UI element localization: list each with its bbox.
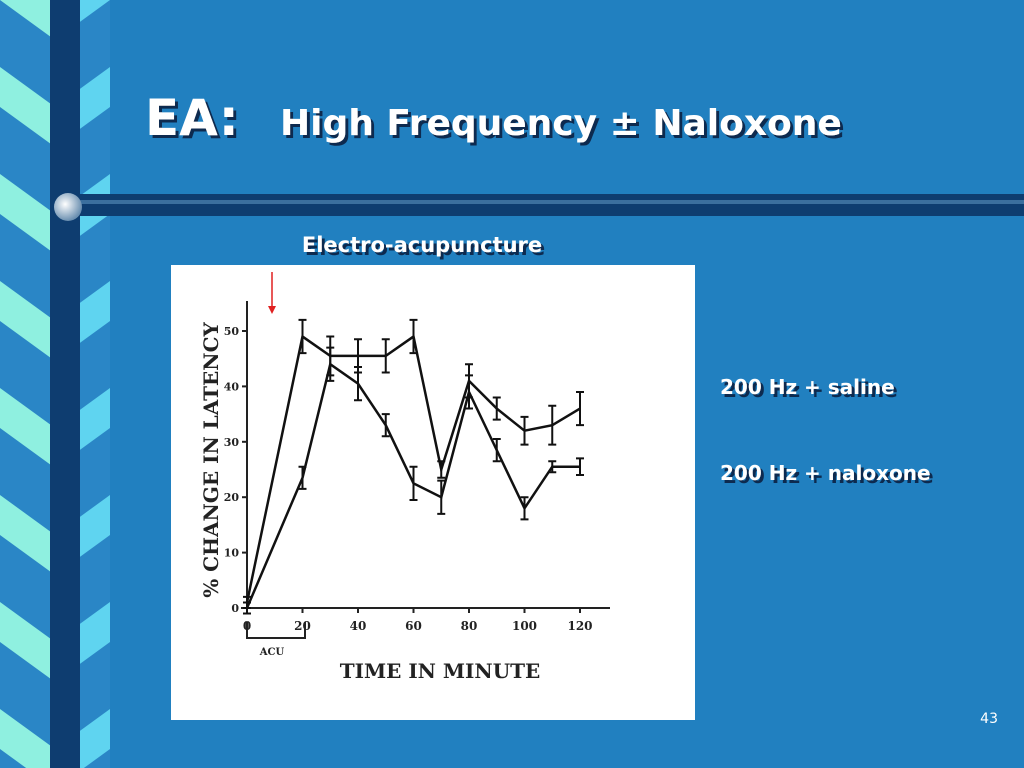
error-bar xyxy=(548,404,557,446)
error-bar xyxy=(409,318,418,355)
error-bar xyxy=(520,415,529,446)
side-bar xyxy=(50,0,80,768)
y-tick-label: 20 xyxy=(224,491,240,504)
y-tick-label: 30 xyxy=(224,436,240,449)
bracket-label: ACU xyxy=(259,647,285,658)
error-bar xyxy=(492,438,501,463)
y-tick-label: 0 xyxy=(231,602,239,615)
error-bar xyxy=(243,601,251,615)
page-number: 43 xyxy=(980,711,998,727)
title: High Frequency ± Naloxone xyxy=(280,103,842,144)
error-bar xyxy=(381,413,390,438)
error-bar xyxy=(520,496,529,521)
error-bar xyxy=(381,338,390,374)
error-bar xyxy=(354,366,362,402)
x-tick-label: 120 xyxy=(567,619,592,633)
error-bar xyxy=(548,460,557,474)
x-tick-label: 60 xyxy=(405,619,422,633)
error-bar xyxy=(576,457,584,477)
divider-highlight xyxy=(60,200,1024,204)
error-bar xyxy=(437,460,446,479)
x-tick-label: 80 xyxy=(461,619,478,633)
error-bar xyxy=(298,465,307,490)
line xyxy=(245,334,581,603)
x-tick-label: 40 xyxy=(350,619,367,633)
y-axis-label: % CHANGE IN LATENCY xyxy=(199,322,223,598)
acu-bracket xyxy=(246,622,306,639)
x-tick-label: 20 xyxy=(294,619,311,633)
error-bar xyxy=(326,346,335,382)
title-prefix: EA: xyxy=(145,89,239,147)
error-bar xyxy=(298,318,307,355)
error-bar xyxy=(465,374,473,410)
x-tick-label: 100 xyxy=(512,619,537,633)
error-bar xyxy=(409,465,418,501)
arrow-head xyxy=(268,306,276,314)
y-tick-label: 10 xyxy=(224,547,240,560)
y-tick-label: 50 xyxy=(224,325,240,338)
error-bar xyxy=(492,396,501,421)
line xyxy=(245,362,580,609)
error-bar xyxy=(437,479,446,515)
divider-bar xyxy=(60,194,1024,216)
legend-entry: 200 Hz + naloxone xyxy=(720,461,931,485)
legend-entry: 200 Hz + saline xyxy=(720,375,895,399)
divider-ball xyxy=(54,193,82,221)
x-axis-label: TIME IN MINUTE xyxy=(340,659,541,683)
error-bar xyxy=(576,390,584,427)
x-tick-label: 0 xyxy=(243,619,251,633)
y-tick-label: 40 xyxy=(224,380,240,393)
annotation: Electro-acupuncture xyxy=(302,233,542,257)
